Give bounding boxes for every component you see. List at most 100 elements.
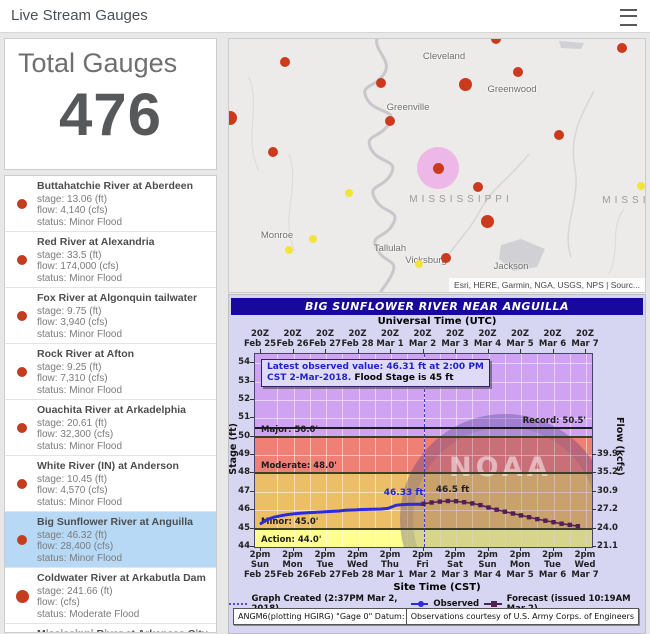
gauge-dot-wrap [7,404,37,452]
bottom-axis-tick: 2pm Sun Feb 25 [243,550,277,580]
series-svg [259,498,581,529]
stage-axis-tick: 46 [238,504,250,515]
gauge-name: Red River at Alexandria [37,236,155,248]
gauge-list: Buttahatchie River at Aberdeen stage: 13.… [5,176,216,632]
gauge-map-dot[interactable] [637,182,645,190]
gauge-map-dot[interactable] [280,57,290,67]
bottom-axis-tick: 2pm Sun Mar 4 [473,550,502,580]
map-state-label: MISSISSIPPI [602,195,646,206]
gauge-detail: stage: 20.61 (ft) [37,417,108,429]
series-peak-label: 46.5 ft [435,485,470,496]
gauge-map-dot[interactable] [376,78,386,88]
page-title: Live Stream Gauges [11,7,148,24]
gauge-map-dot[interactable] [458,77,472,91]
list-item[interactable]: Big Sunflower River at Anguilla stage: 46… [5,512,216,568]
gauge-detail: status: Minor Flood [37,384,123,396]
gauge-text: Mississippi River at Arkansas Citystage:… [37,628,210,632]
observations-credit-box: Observations courtesy of U.S. Army Corps… [405,608,639,625]
list-item[interactable]: Red River at Alexandria stage: 33.5 (ft) f… [5,232,216,288]
gauge-detail: flow: 32,300 (cfs) [37,429,114,440]
gauge-list-panel: Buttahatchie River at Aberdeen stage: 13.… [4,175,217,633]
gauge-status-dot-icon [17,311,27,321]
gauge-map-dot[interactable] [473,182,483,192]
gauge-dot-wrap [7,236,37,284]
stage-axis-tick: 54 [238,357,250,368]
chart-plot-area: NOAA Latest observed value: 46.31 ft at … [254,353,593,548]
stage-axis-tick: 45 [238,522,250,533]
gauge-detail: stage: 10.45 (ft) [37,473,108,485]
total-gauges-value: 476 [58,81,163,148]
gauge-detail: stage: 9.75 (ft) [37,305,102,317]
stage-axis-tick: 48 [238,467,250,478]
top-axis-tick: 20Z Mar 3 [441,329,469,349]
latest-observed-note: Latest observed value: 46.31 ft at 2:00 … [261,359,490,387]
gauge-detail: flow: 7,310 (cfs) [37,373,108,384]
list-item[interactable]: Fox River at Algonquin tailwater stage: 9… [5,288,216,344]
gauge-map-dot[interactable] [345,189,353,197]
zone-label-minor: Minor: 45.0' [261,516,319,527]
gauge-status-dot-icon [17,423,27,433]
map-city-label: Greenwood [487,84,537,95]
stage-axis-tick: 47 [238,485,250,496]
bottom-axis-tick: 2pm Wed Feb 28 [341,550,374,580]
legend-forecast-line-icon [484,601,502,607]
gauge-map-dot[interactable] [309,235,317,243]
note-line-2b: Flood Stage is 45 ft [354,373,454,383]
top-axis-tick: 20Z Mar 5 [506,329,534,349]
map-panel[interactable]: MISSISSIPPI MISSISSIPPI Cleveland Greenwood… [228,38,646,293]
gauge-detail: stage: 46.32 (ft) [37,529,108,541]
top-axis-tick: 20Z Mar 2 [408,329,437,349]
bottom-axis-tick: 2pm Sat Mar 3 [441,550,469,580]
flow-axis-tick: 24.0 [597,522,618,533]
stage-axis-tick: 44 [238,541,250,551]
gauge-detail: flow: 28,400 (cfs) [37,541,114,552]
gauge-detail: status: Minor Flood [37,216,123,228]
gauge-dot-wrap [7,572,37,620]
flow-axis-tick: 21.1 [597,541,618,551]
gauge-detail: status: Minor Flood [37,440,123,452]
gauge-map-dot[interactable] [513,67,523,77]
top-axis-tick: 20Z Feb 28 [341,329,374,349]
hamburger-menu-icon[interactable] [620,9,637,26]
gauge-text: Rock River at Afton stage: 9.25 (ft) flow:… [37,348,210,396]
gauge-detail: stage: 33.5 (ft) [37,249,102,261]
gauge-map-dot[interactable] [268,147,278,157]
gauge-name: Coldwater River at Arkabutla Dam [37,572,206,584]
stage-axis-tick: 49 [238,449,250,460]
bottom-axis-tick: 2pm Mon Mar 5 [506,550,534,580]
stage-axis-tick: 50 [238,430,250,441]
gauge-map-dot[interactable] [617,43,627,53]
top-axis-tick: 20Z Feb 27 [308,329,342,349]
list-item[interactable]: Coldwater River at Arkabutla Dam stage: 2… [5,568,216,624]
list-item[interactable]: Rock River at Afton stage: 9.25 (ft) flow:… [5,344,216,400]
gauge-text: Coldwater River at Arkabutla Dam stage: 2… [37,572,210,620]
gauge-detail: flow: 174,000 (cfs) [37,261,119,272]
gauge-text: Buttahatchie River at Aberdeen stage: 13.… [37,180,210,228]
list-item[interactable]: White River (IN) at Anderson stage: 10.45… [5,456,216,512]
selected-gauge-map-dot[interactable] [432,162,444,174]
series-peak-label: 46.33 ft [383,488,424,499]
list-item[interactable]: Ouachita River at Arkadelphia stage: 20.6… [5,400,216,456]
gauge-map-dot[interactable] [285,246,293,254]
chart-title: BIG SUNFLOWER RIVER NEAR ANGUILLA [231,298,643,315]
list-item[interactable]: Buttahatchie River at Aberdeen stage: 13.… [5,176,216,232]
list-item[interactable]: Mississippi River at Arkansas Citystage:… [5,624,216,632]
gauge-map-dot[interactable] [554,130,564,140]
record-stage-label: Record: 50.5' [522,415,586,426]
note-line-2a: CST 2-Mar-2018. [267,373,352,383]
gauge-map-dot[interactable] [385,116,395,126]
gauge-map-dot[interactable] [480,214,494,228]
note-line-1: Latest observed value: 46.31 ft at 2:00 … [267,362,484,372]
chart-right-axis-title: Flow (kcfs) [614,417,625,476]
map-city-label: Jackson [493,261,529,272]
gauge-dot-wrap [7,460,37,508]
map-state-label: MISSISSIPPI [409,194,513,205]
hydrograph-panel: BIG SUNFLOWER RIVER NEAR ANGUILLA Univer… [228,294,646,634]
gauge-map-dot[interactable] [441,253,451,263]
gauge-map-dot[interactable] [491,39,501,44]
gauge-name: White River (IN) at Anderson [37,460,179,472]
gauge-name: Rock River at Afton [37,348,135,360]
gauge-map-dot[interactable] [229,111,237,125]
bottom-axis-tick: 2pm Fri Mar 2 [408,550,437,580]
gauge-map-dot[interactable] [415,260,423,268]
